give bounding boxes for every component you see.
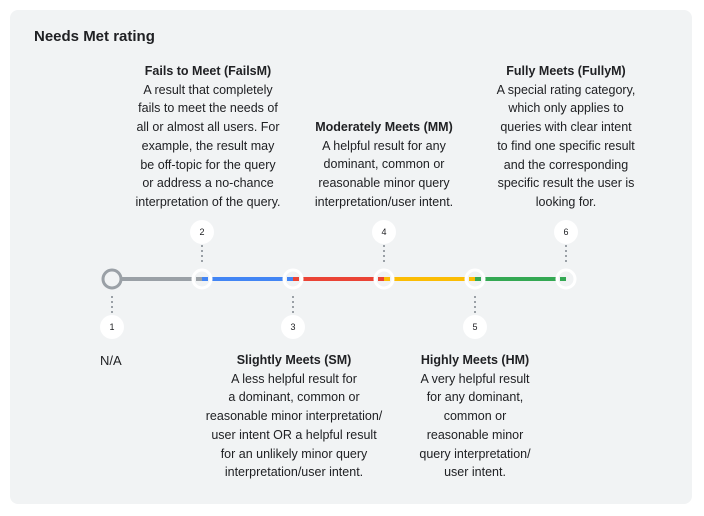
start-circle [101, 268, 123, 290]
card-title: Needs Met rating [34, 28, 155, 45]
marker-badge-4: 4 [372, 220, 396, 244]
needs-met-card [10, 10, 692, 504]
marker-badge-5: 5 [463, 315, 487, 339]
rating-fully-description: Fully Meets (FullyM) A special rating ca… [476, 62, 656, 212]
marker-badge-6: 6 [554, 220, 578, 244]
marker-badge-1: 1 [100, 315, 124, 339]
rating-fails-heading: Fails to Meet (FailsM) [144, 64, 272, 78]
marker-number-5: 5 [472, 322, 477, 332]
rating-highly-body: A very helpful result for any dominant, … [419, 371, 531, 480]
rating-moderately-body: A helpful result for any dominant, commo… [314, 138, 454, 209]
rating-fails-body: A result that completely fails to meet t… [135, 82, 281, 209]
marker-badge-2: 2 [190, 220, 214, 244]
rating-fails-description: Fails to Meet (FailsM) A result that com… [118, 62, 298, 212]
rating-fully-heading: Fully Meets (FullyM) [506, 64, 626, 78]
rating-highly-description: Highly Meets (HM) A very helpful result … [395, 351, 555, 482]
marker-number-3: 3 [290, 322, 295, 332]
marker-number-2: 2 [199, 227, 204, 237]
rating-fully-body: A special rating category, which only ap… [496, 82, 636, 209]
marker-number-6: 6 [563, 227, 568, 237]
rating-slightly-description: Slightly Meets (SM) A less helpful resul… [188, 351, 400, 482]
rating-slightly-heading: Slightly Meets (SM) [236, 353, 352, 367]
na-label: N/A [100, 353, 122, 368]
rating-highly-heading: Highly Meets (HM) [420, 353, 530, 367]
marker-number-4: 4 [381, 227, 386, 237]
rating-slightly-body: A less helpful result for a dominant, co… [205, 371, 383, 480]
marker-number-1: 1 [109, 322, 114, 332]
rating-moderately-heading: Moderately Meets (MM) [315, 120, 453, 134]
rating-moderately-description: Moderately Meets (MM) A helpful result f… [294, 118, 474, 212]
marker-badge-3: 3 [281, 315, 305, 339]
